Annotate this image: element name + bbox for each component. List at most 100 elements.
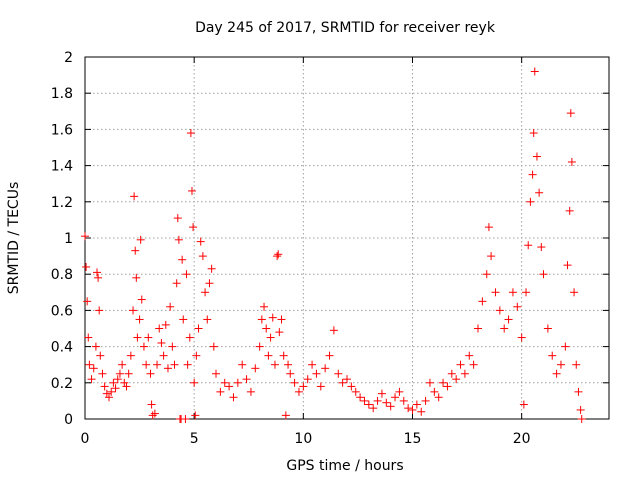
- data-point: [129, 306, 138, 315]
- data-point: [131, 246, 140, 255]
- data-point: [377, 389, 386, 398]
- data-point: [126, 351, 135, 360]
- data-point: [205, 279, 214, 288]
- data-point: [399, 396, 408, 405]
- data-point: [439, 378, 448, 387]
- data-point: [84, 333, 93, 342]
- data-point: [190, 378, 199, 387]
- data-point: [412, 400, 421, 409]
- data-point: [281, 411, 290, 420]
- data-point: [570, 288, 579, 297]
- data-point: [452, 375, 461, 384]
- data-point: [170, 360, 179, 369]
- data-point: [229, 393, 238, 402]
- data-point: [519, 400, 528, 409]
- data-point: [260, 302, 269, 311]
- data-point: [434, 393, 443, 402]
- data-point: [142, 360, 151, 369]
- data-point: [91, 342, 100, 351]
- chart-title: Day 245 of 2017, SRMTID for receiver rey…: [195, 20, 496, 36]
- data-point: [105, 393, 114, 402]
- data-point: [524, 241, 533, 250]
- data-point: [220, 378, 229, 387]
- data-point: [146, 369, 155, 378]
- data-point: [356, 393, 365, 402]
- data-point: [537, 243, 546, 252]
- y-tick-label: 0: [64, 412, 73, 428]
- y-tick-label: 1.6: [51, 122, 73, 138]
- data-point: [495, 306, 504, 315]
- data-point: [182, 270, 191, 279]
- data-point: [561, 342, 570, 351]
- x-tick-label: 0: [81, 431, 90, 447]
- x-tick-labels: 0 5 10 15 20: [81, 431, 531, 447]
- data-point: [196, 237, 205, 246]
- data-point: [566, 109, 575, 118]
- data-point: [530, 67, 539, 76]
- data-point: [183, 360, 192, 369]
- data-point: [522, 288, 531, 297]
- data-point: [264, 351, 273, 360]
- data-point: [163, 364, 172, 373]
- data-point: [364, 400, 373, 409]
- data-point: [421, 396, 430, 405]
- data-point: [186, 129, 195, 138]
- data-point: [115, 369, 124, 378]
- data-point: [93, 268, 102, 277]
- data-point: [316, 382, 325, 391]
- y-axis-title: SRMTID / TECUs: [6, 182, 22, 295]
- y-tick-label: 1.2: [51, 195, 73, 211]
- y-tick-label: 1.8: [51, 86, 73, 102]
- data-point: [95, 306, 104, 315]
- data-points: [81, 67, 586, 423]
- data-point: [491, 288, 500, 297]
- data-point: [528, 170, 537, 179]
- data-point: [404, 404, 413, 413]
- data-point: [286, 369, 295, 378]
- data-point: [343, 375, 351, 384]
- data-point: [321, 364, 330, 373]
- data-point: [284, 360, 293, 369]
- data-point: [257, 315, 266, 324]
- data-point: [130, 192, 139, 201]
- data-point: [478, 297, 487, 306]
- data-point: [262, 324, 271, 333]
- data-point: [308, 360, 317, 369]
- data-point: [274, 250, 283, 259]
- y-tick-label: 0.2: [51, 376, 73, 392]
- data-point: [543, 324, 552, 333]
- data-point: [124, 369, 133, 378]
- data-point: [132, 273, 141, 282]
- data-point: [513, 302, 522, 311]
- data-point: [299, 382, 308, 391]
- data-point: [96, 351, 105, 360]
- data-point: [266, 333, 275, 342]
- data-point: [181, 415, 190, 423]
- data-point: [268, 313, 277, 322]
- data-point: [212, 369, 220, 378]
- data-point: [517, 333, 526, 342]
- data-point: [203, 315, 212, 324]
- data-point: [508, 288, 517, 297]
- data-point: [94, 273, 103, 282]
- data-point: [504, 315, 513, 324]
- data-point: [539, 270, 548, 279]
- data-point: [382, 398, 391, 407]
- data-point: [443, 382, 452, 391]
- data-point: [255, 342, 264, 351]
- data-point: [159, 351, 168, 360]
- data-point: [137, 295, 146, 304]
- data-point: [529, 129, 538, 138]
- data-point: [572, 360, 581, 369]
- data-point: [563, 261, 572, 270]
- data-point: [122, 382, 131, 391]
- data-point: [417, 407, 426, 416]
- data-point: [373, 396, 382, 405]
- data-point: [270, 360, 279, 369]
- data-point: [425, 378, 434, 387]
- axis-ticks: [84, 56, 609, 420]
- x-axis-title: GPS time / hours: [286, 458, 403, 474]
- data-point: [89, 364, 98, 373]
- data-point: [277, 315, 286, 324]
